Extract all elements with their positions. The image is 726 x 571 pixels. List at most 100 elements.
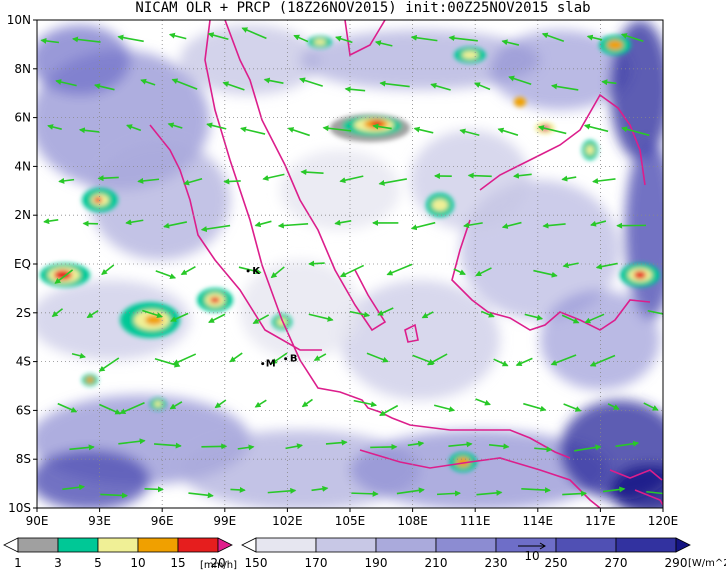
wind-arrow (541, 32, 565, 42)
wind-arrow (169, 401, 183, 410)
wind-arrow (47, 124, 62, 130)
station-label: M (266, 359, 276, 370)
wind-arrow (430, 82, 451, 91)
olr-colorbar: 150 170 190 210 230 250 270 290 (241, 537, 691, 570)
longitude-axis: 90E 93E 96E 99E 102E 105E 108E 111E 114E 117E 120E (26, 508, 678, 528)
colorbar-label: 1 (14, 556, 22, 570)
wind-arrow (537, 125, 567, 135)
colorbar-swatch (375, 537, 437, 553)
lat-tick-label: 2N (14, 208, 31, 222)
wind-arrow (620, 33, 644, 43)
lat-tick-label: 4N (14, 159, 31, 173)
lon-tick-label: 105E (335, 514, 366, 528)
wind-arrow (521, 487, 551, 494)
wind-arrow (515, 357, 533, 366)
station-label: K (252, 266, 261, 277)
wind-arrow (459, 128, 480, 137)
station-labels: K M B (246, 266, 297, 370)
wind-arrow (183, 178, 203, 186)
colorbar-label: 210 (425, 556, 448, 570)
wind-arrow (488, 443, 510, 450)
wind-arrow (372, 123, 392, 130)
wind-arrow (379, 404, 399, 417)
wind-arrow (463, 222, 483, 229)
wind-arrow (370, 443, 398, 450)
wind-arrow (137, 177, 160, 184)
wind-arrow (497, 127, 519, 136)
wind-arrow (493, 358, 509, 367)
wind-arrow (237, 444, 255, 451)
wind-arrow (334, 219, 352, 226)
lon-tick-label: 99E (213, 514, 236, 528)
wind-arrow (167, 122, 183, 129)
colorbar-label: 3 (54, 556, 62, 570)
wind-arrow (407, 440, 425, 447)
wind-arrow (584, 313, 605, 324)
lon-tick-label: 90E (26, 514, 49, 528)
wind-arrow (523, 402, 547, 412)
wind-arrow (142, 309, 163, 319)
wind-arrow (229, 352, 243, 363)
wind-arrow (344, 86, 366, 93)
wind-arrow (589, 354, 616, 367)
wind-arrow (475, 267, 492, 277)
wind-arrow (293, 34, 309, 43)
wind-arrow (413, 126, 434, 134)
lon-tick-label: 93E (88, 514, 111, 528)
lon-tick-label: 117E (585, 514, 616, 528)
wind-arrow (277, 222, 309, 229)
vector-key: 10 (518, 542, 546, 563)
station-dot (261, 362, 265, 366)
wind-arrow (118, 438, 146, 445)
wind-arrow (534, 446, 553, 453)
wind-arrow (561, 314, 580, 324)
wind-arrow (154, 358, 181, 368)
wind-arrow (240, 126, 266, 135)
wind-arrow (57, 402, 78, 413)
wind-arrow (379, 80, 410, 88)
wind-arrow (40, 37, 60, 44)
wind-arrow (377, 307, 394, 316)
wind-arrow (467, 172, 492, 179)
colorbar-label: 290 (665, 556, 688, 570)
wind-arrow (353, 399, 378, 408)
wind-arrow (410, 34, 438, 42)
wind-arrow (308, 260, 325, 267)
wind-arrow (311, 485, 329, 492)
wind-arrow (267, 487, 297, 494)
wind-arrow (93, 83, 115, 91)
colorbar-cap-left (3, 537, 19, 553)
wind-arrow (563, 403, 582, 412)
colorbar-cap-right (217, 537, 233, 553)
colorbar-swatch (435, 537, 497, 553)
wind-arrow (335, 35, 353, 44)
wind-arrow (322, 125, 352, 132)
wind-arrow (646, 490, 663, 495)
wind-arrow (101, 264, 115, 275)
wind-arrow (396, 487, 425, 495)
lat-tick-label: EQ (14, 257, 31, 271)
map-title: NICAM OLR + PRCP (18Z26NOV2015) init:00Z… (135, 0, 591, 16)
wind-arrow (270, 352, 288, 365)
olr-field (37, 20, 663, 508)
lat-tick-label: 6N (14, 111, 31, 125)
wind-arrow (590, 220, 607, 227)
wind-arrow (615, 440, 640, 448)
graticule (37, 20, 663, 508)
wind-arrow (98, 357, 120, 372)
wind-arrow (542, 222, 566, 229)
colorbar-label: 190 (365, 556, 388, 570)
wind-arrow (51, 308, 64, 318)
colorbar-label: 10 (130, 556, 145, 570)
wind-arrow (254, 399, 267, 408)
wind-arrow (480, 310, 495, 318)
wind-arrow (170, 312, 189, 322)
wind-arrow (574, 444, 602, 452)
wind-arrow (222, 81, 245, 91)
lon-tick-label: 108E (397, 514, 428, 528)
wind-arrow (299, 77, 323, 87)
wind-arrow (263, 77, 284, 84)
lat-tick-label: 6S (16, 403, 31, 417)
station-dot (284, 357, 288, 361)
colorbar-label: 270 (605, 556, 628, 570)
